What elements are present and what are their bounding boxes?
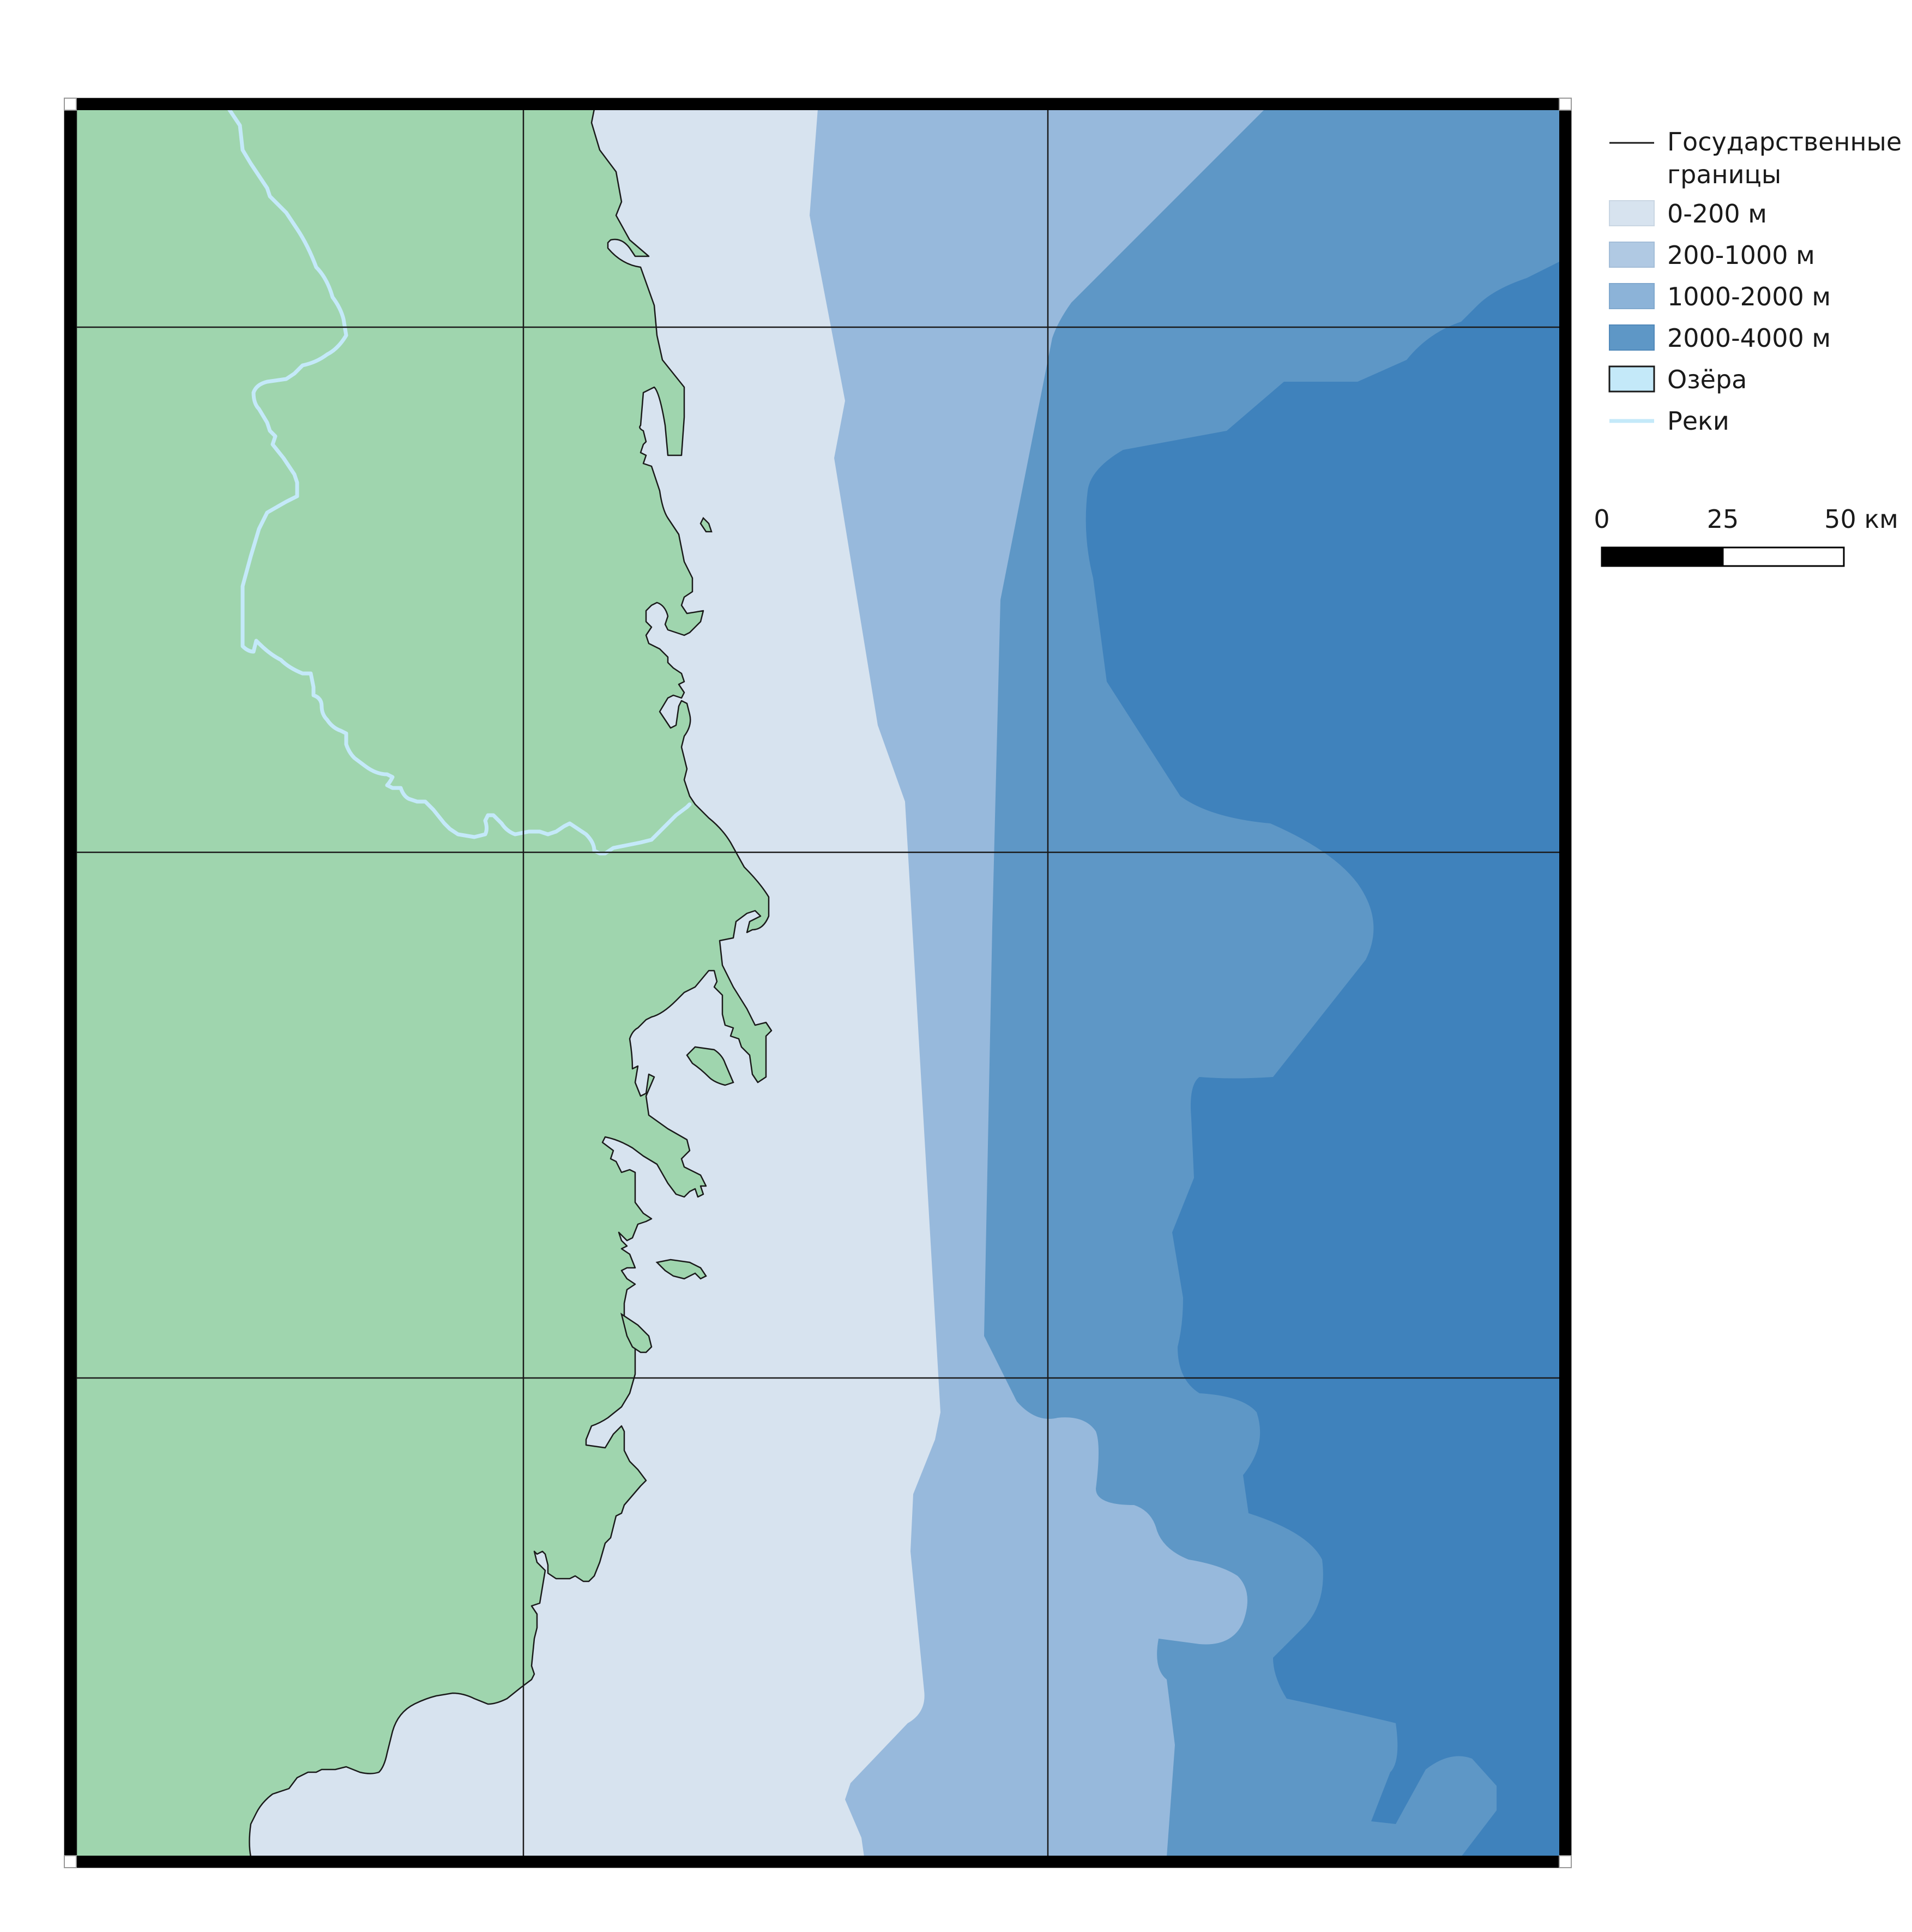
scale-segment-black — [1601, 546, 1724, 567]
frame-left — [64, 110, 76, 1856]
frame-bottom — [76, 1856, 1559, 1868]
map-frame — [64, 98, 1572, 1868]
depth-200-1000-label: 200-1000 м — [1667, 240, 1815, 270]
scale-tick-50: 50 км — [1824, 504, 1898, 534]
island — [686, 1046, 734, 1086]
land-mass — [76, 109, 773, 1857]
depth-200-1000-swatch — [1609, 242, 1655, 268]
legend: Государственные границы 0-200 м 200-1000… — [1608, 127, 1902, 436]
island — [655, 1259, 707, 1280]
scale-tick-25: 25 — [1707, 504, 1739, 534]
border-legend-label-line2: границы — [1667, 160, 1781, 189]
scale-bar: 0 25 50 км — [1594, 504, 1898, 567]
river — [227, 109, 692, 856]
lakes-label: Озёра — [1667, 365, 1747, 394]
graticule — [76, 109, 1559, 1857]
frame-top — [76, 98, 1559, 110]
depth-2000-4000-label: 2000-4000 м — [1667, 323, 1831, 353]
frame-right — [1559, 110, 1571, 1856]
depth-0-200-swatch — [1609, 200, 1655, 226]
island — [699, 516, 713, 533]
depth-1000-2000-label: 1000-2000 м — [1667, 282, 1831, 311]
depth-1000-2000-swatch — [1609, 283, 1655, 309]
border-legend-label-line1: Государственные — [1667, 127, 1902, 157]
map-panel — [76, 109, 1559, 1857]
lakes-swatch — [1608, 365, 1655, 393]
scale-tick-0: 0 — [1594, 504, 1609, 534]
rivers-label: Реки — [1667, 406, 1729, 436]
depth-0-200-label: 0-200 м — [1667, 199, 1767, 228]
scale-segment-white — [1722, 546, 1845, 567]
island — [620, 1313, 653, 1353]
depth-2000-4000-swatch — [1609, 324, 1655, 351]
